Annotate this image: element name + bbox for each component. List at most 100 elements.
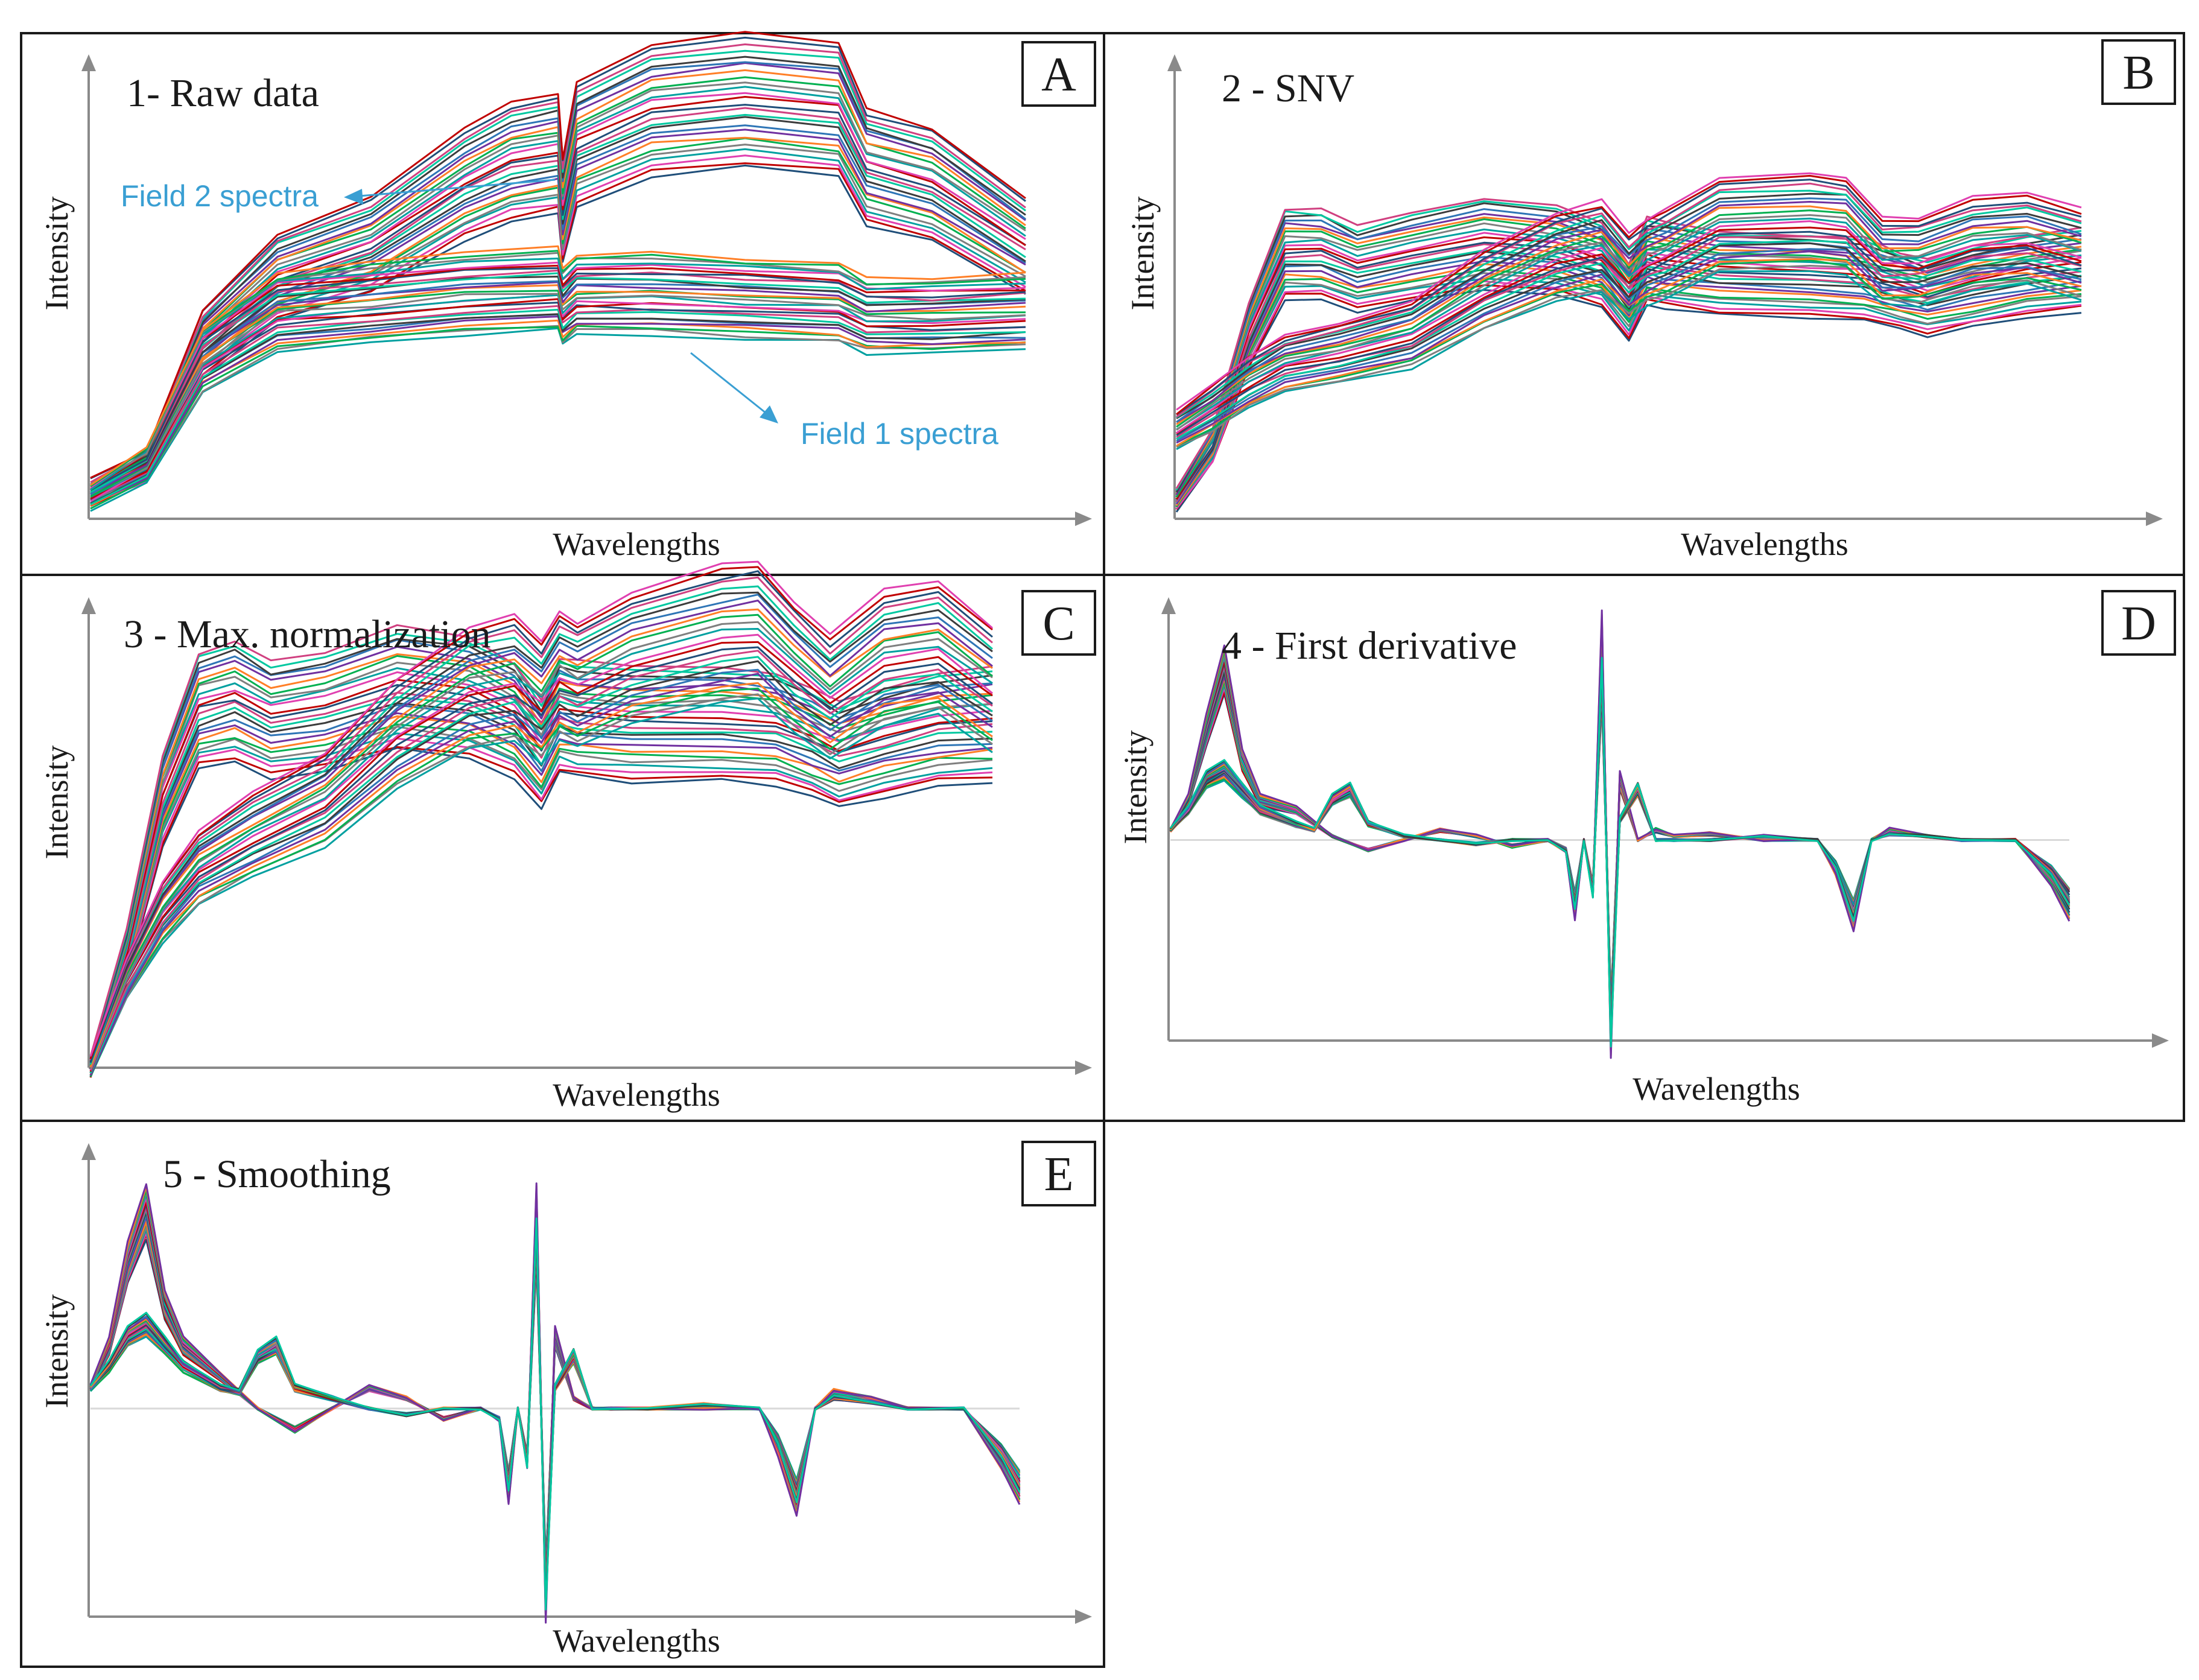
panel-b-group-1-spectrum-5	[1175, 272, 2082, 508]
panel-b-letter-box	[2101, 39, 2176, 105]
panel-b-group-2-spectrum-11	[1176, 226, 2082, 435]
panel-b-y-label: Intensity	[1125, 197, 1161, 311]
panel-c-group-2-spectrum-11	[89, 641, 993, 1072]
panel-c-title: 3 - Max. normalization	[124, 612, 491, 656]
panel-b-group-2-spectrum-22	[1176, 179, 2082, 416]
panel-b-group-2-spectrum-15	[1176, 209, 2082, 428]
panel-b-group-1-spectrum-22	[1175, 202, 2082, 493]
field-1-annotation: Field 1 spectra	[801, 417, 998, 451]
field-2-annotation: Field 2 spectra	[121, 179, 319, 213]
panel-c-group-2-spectrum-7	[89, 660, 993, 1073]
field-1-annotation-line	[690, 352, 767, 414]
panel-c-group-2-spectrum-21	[89, 576, 993, 1061]
panel-c-group-2-spectrum-8	[89, 656, 993, 1074]
panel-c-letter-box	[1021, 590, 1096, 656]
panel-b-group-1-spectrum-11	[1175, 249, 2082, 502]
field-2-annotation-line	[358, 179, 556, 197]
panel-a-field-1-spectra-spectrum-12	[90, 294, 1026, 502]
panel-b-group-1-spectrum-2	[1175, 284, 2082, 510]
panel-e-frame	[20, 1120, 1105, 1668]
panel-c-group-2-spectrum-14	[89, 621, 993, 1070]
panel-c-group-1-spectrum-5	[89, 726, 993, 1076]
panel-c-letter: C	[1042, 597, 1074, 650]
panel-c-group-2-spectrum-19	[89, 591, 993, 1062]
panel-c-group-2-spectrum-2	[89, 693, 993, 1076]
panel-d-x-arrowhead	[2152, 1033, 2169, 1048]
panel-a-y-label: Intensity	[39, 197, 75, 311]
panel-b: 2 - SNV B Wavelengths Intensity	[1103, 32, 2185, 576]
panel-c-group-2-spectrum-4	[89, 682, 993, 1076]
panel-a-letter: A	[1041, 48, 1076, 101]
panel-a: 1- Raw data A Wavelengths Intensity Fiel…	[20, 31, 1105, 576]
panel-a-field-1-spectra-spectrum-23	[90, 264, 1026, 490]
panel-e-letter: E	[1044, 1148, 1074, 1201]
panel-c-plot	[89, 560, 993, 1078]
panel-b-plot	[1175, 172, 2082, 513]
panel-b-group-1-spectrum-19	[1175, 216, 2082, 495]
panel-a-field-1-spectra-spectrum-27	[90, 250, 1026, 487]
panel-a-field-1-spectra-spectrum-7	[90, 313, 1026, 505]
panel-c-group-2-spectrum-5	[89, 673, 993, 1076]
panel-b-group-2-spectrum-10	[1176, 230, 2082, 436]
panel-b-letter: B	[2122, 46, 2154, 100]
panel-c-y-arrowhead	[81, 597, 96, 614]
panel-c-group-1-spectrum-19	[89, 653, 993, 1064]
panel-b-group-2-spectrum-18	[1176, 197, 2082, 423]
panel-b-x-label: Wavelengths	[1681, 526, 1848, 562]
panel-a-field-1-spectra-spectrum-19	[90, 276, 1026, 492]
panel-d-x-label: Wavelengths	[1633, 1071, 1800, 1107]
panel-c-group-1-spectrum-9	[89, 704, 993, 1071]
panel-d-y-arrowhead	[1161, 597, 1176, 614]
panel-b-title: 2 - SNV	[1222, 66, 1354, 110]
panel-c-group-2-spectrum-6	[89, 668, 993, 1072]
panel-a-field-1-spectra-spectrum-25	[90, 258, 1026, 491]
panel-c-group-1-spectrum-8	[89, 712, 993, 1074]
panel-c-group-1-spectrum-4	[89, 732, 993, 1077]
panel-c-group-2-spectrum-18	[89, 594, 993, 1063]
panel-b-group-1-spectrum-4	[1175, 277, 2082, 507]
panel-c-group-1-spectrum-7	[89, 715, 993, 1071]
panel-a-plot	[90, 31, 1026, 512]
panel-b-group-2-spectrum-14	[1176, 214, 2082, 431]
panel-b-group-2-spectrum-5	[1176, 250, 2082, 444]
panel-c-y-label: Intensity	[39, 746, 75, 860]
panel-a-field-1-spectra-spectrum-17	[90, 281, 1026, 495]
panel-e-group-2-spectrum-20	[89, 1217, 1021, 1611]
panel-a-y-arrowhead	[81, 54, 96, 71]
panel-c-group-2-spectrum-17	[89, 600, 993, 1064]
panel-b-group-2-spectrum-9	[1176, 235, 2082, 438]
panel-c-group-2-spectrum-24	[89, 560, 993, 1057]
panel-b-group-1-spectrum-8	[1175, 260, 2082, 505]
panel-a-field-1-spectra-spectrum-5	[90, 315, 1026, 505]
panel-c-x-arrowhead	[1075, 1060, 1092, 1075]
panel-c-group-1-spectrum-12	[89, 691, 993, 1068]
panel-e-y-label: Intensity	[39, 1295, 75, 1409]
panel-a-title: 1- Raw data	[127, 71, 319, 115]
panel-c-group-2-spectrum-1	[89, 697, 993, 1077]
panel-a-x-arrowhead	[1075, 512, 1092, 526]
panel-c-group-2-spectrum-12	[89, 633, 993, 1071]
panel-c-group-2-spectrum-20	[89, 585, 993, 1065]
panel-a-field-1-spectra-spectrum-13	[90, 294, 1026, 498]
panel-c-x-label: Wavelengths	[553, 1077, 720, 1113]
panel-e-y-arrowhead	[81, 1143, 96, 1160]
panel-d: 4 - First derivative D Wavelengths Inten…	[1103, 574, 2185, 1122]
panel-b-group-2-spectrum-24	[1176, 172, 2082, 411]
panel-e-x-label: Wavelengths	[553, 1623, 720, 1659]
panel-c-group-1-spectrum-10	[89, 702, 993, 1068]
panel-c-group-2-spectrum-16	[89, 608, 993, 1068]
panel-b-group-1-spectrum-1	[1175, 289, 2082, 513]
panel-d-y-label: Intensity	[1117, 731, 1153, 845]
panel-e-plot	[89, 1182, 1021, 1624]
panel-c-group-1-spectrum-1	[89, 747, 993, 1078]
panel-d-letter-box	[2101, 590, 2176, 656]
panel-a-x-label: Wavelengths	[553, 526, 720, 562]
panel-b-group-2-spectrum-2	[1176, 265, 2082, 448]
panel-a-field-1-spectra-spectrum-14	[90, 293, 1026, 496]
panel-b-group-1-spectrum-6	[1175, 268, 2082, 507]
panel-c-group-2-spectrum-3	[89, 687, 993, 1077]
panel-c-group-2-spectrum-13	[89, 628, 993, 1066]
panel-b-group-2-spectrum-17	[1176, 201, 2082, 423]
panel-a-field-2-spectra-spectrum-26	[90, 31, 1026, 479]
